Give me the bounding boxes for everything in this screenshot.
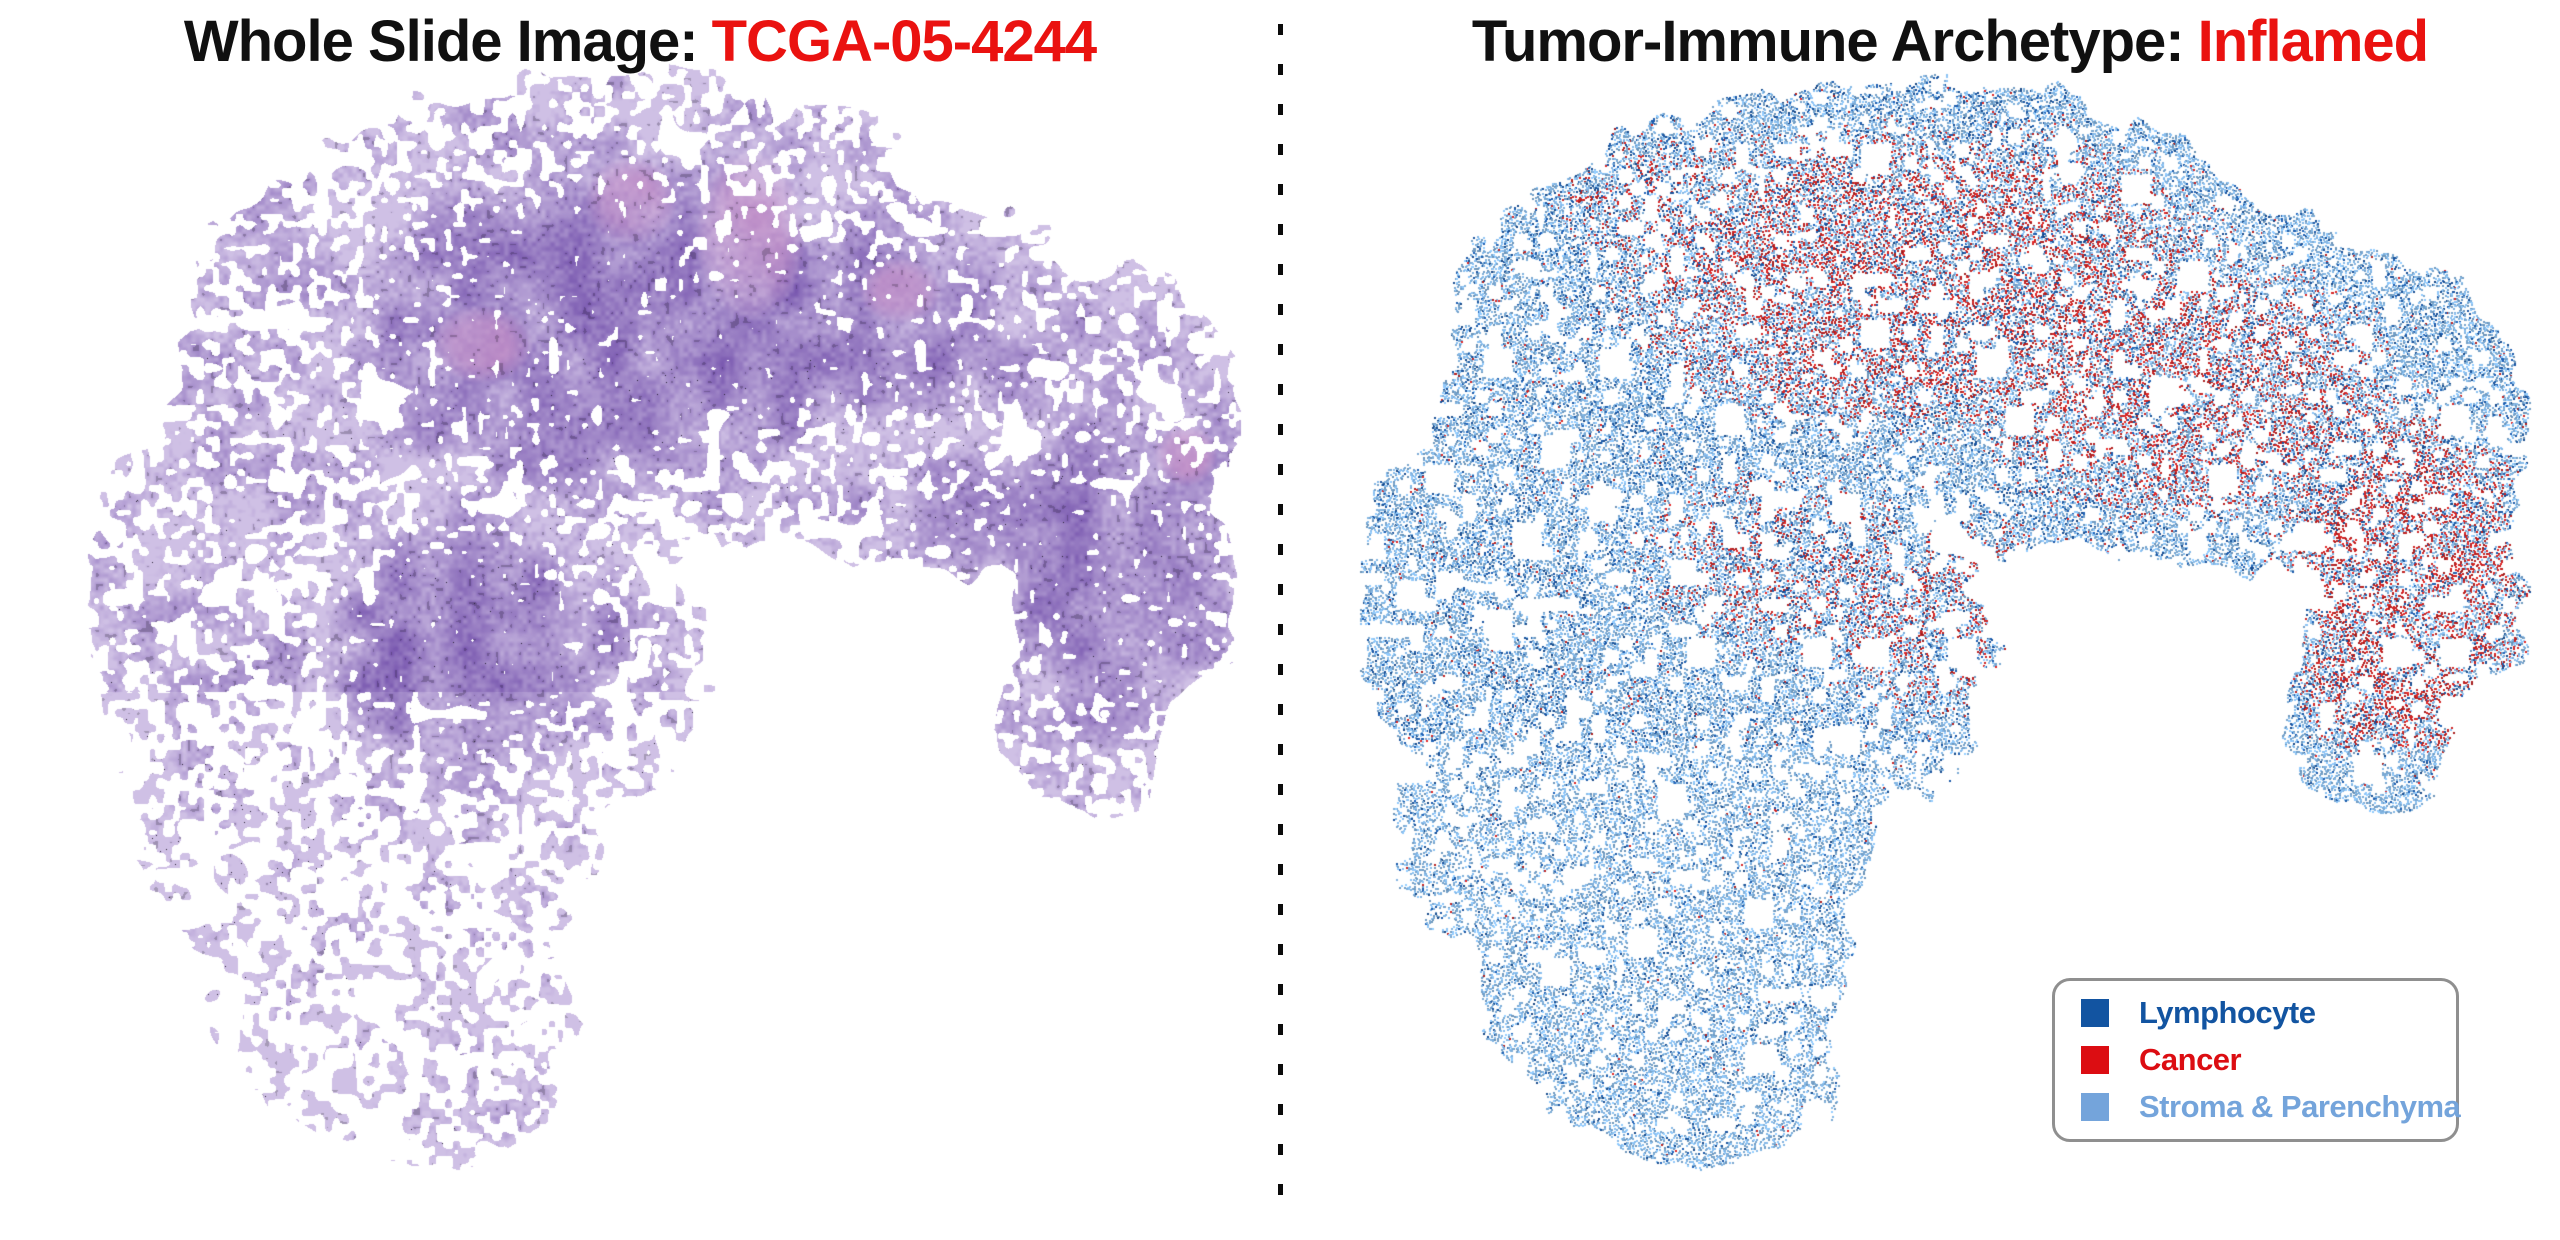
legend-item-lymphocyte: Lymphocyte (2081, 995, 2456, 1030)
whole-slide-image-canvas (0, 0, 1280, 1240)
right-title-text: Tumor-Immune Archetype: (1471, 9, 2185, 74)
legend-label-cancer: Cancer (2139, 1042, 2242, 1077)
slide-id-text: TCGA-05-4244 (711, 9, 1097, 74)
stroma-parenchyma-swatch (2081, 1093, 2109, 1121)
legend: Lymphocyte Cancer Stroma & Parenchyma (2052, 978, 2461, 1142)
legend-label-stroma: Stroma & Parenchyma (2139, 1089, 2461, 1124)
left-panel-title: Whole Slide Image: TCGA-05-4244 (0, 9, 1280, 74)
panel-separator-dashed-line (1278, 24, 1283, 1220)
lymphocyte-swatch (2081, 999, 2109, 1027)
legend-label-lymphocyte: Lymphocyte (2139, 995, 2316, 1030)
right-panel-title: Tumor-Immune Archetype: Inflamed (1330, 9, 2560, 74)
archetype-value-text: Inflamed (2197, 9, 2429, 74)
legend-item-cancer: Cancer (2081, 1042, 2456, 1077)
cancer-swatch (2081, 1046, 2109, 1074)
legend-item-stroma: Stroma & Parenchyma (2081, 1089, 2461, 1124)
left-title-text: Whole Slide Image: (183, 9, 699, 74)
